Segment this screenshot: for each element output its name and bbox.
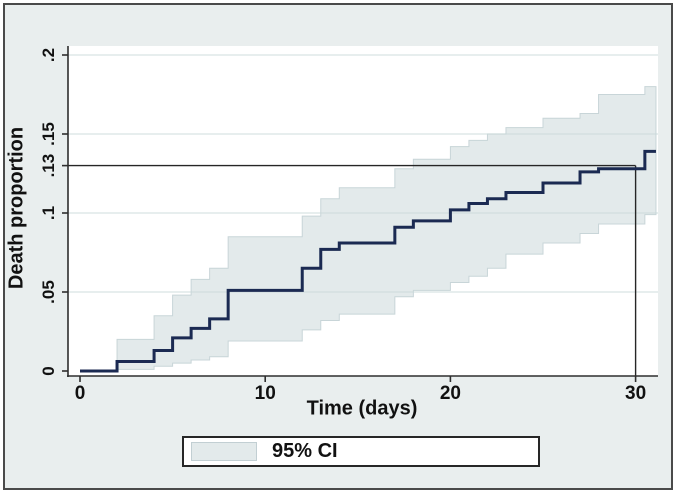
legend-box: 95% CI bbox=[182, 436, 540, 467]
x-tick-label: 20 bbox=[440, 383, 461, 404]
y-tick-label: .13 bbox=[39, 154, 58, 178]
y-tick-label: .05 bbox=[39, 280, 58, 304]
y-tick-label: .1 bbox=[39, 206, 58, 220]
y-tick-label: .15 bbox=[39, 122, 58, 146]
ci-band-swatch bbox=[191, 442, 257, 461]
x-tick-label: 30 bbox=[625, 383, 646, 404]
legend-label: 95% CI bbox=[272, 440, 338, 462]
y-axis-title: Death proportion bbox=[5, 126, 28, 290]
x-axis-title: Time (days) bbox=[306, 397, 418, 420]
y-tick-label: .2 bbox=[39, 48, 58, 62]
km-curve bbox=[80, 149, 656, 373]
x-tick-label: 10 bbox=[255, 383, 276, 404]
x-tick-label: 0 bbox=[75, 383, 86, 404]
ci-band bbox=[116, 86, 657, 370]
y-tick-label: 0 bbox=[39, 366, 58, 375]
